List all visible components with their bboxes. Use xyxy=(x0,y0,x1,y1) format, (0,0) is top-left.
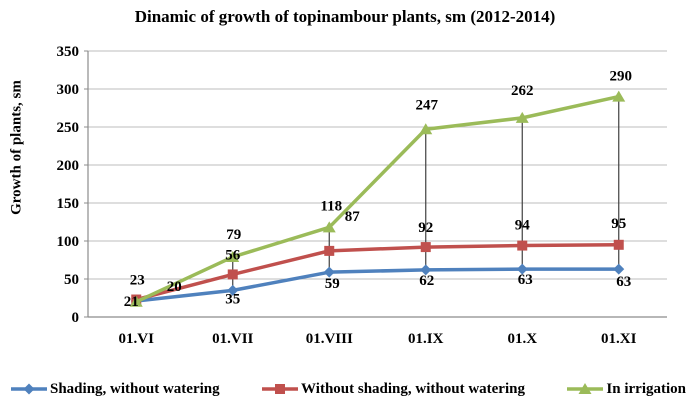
data-label: 63 xyxy=(616,274,631,290)
legend-label: In irrigation xyxy=(606,380,686,397)
x-tick-label: 01.VII xyxy=(212,331,253,347)
data-label: 56 xyxy=(225,247,241,263)
diamond-marker-icon xyxy=(516,263,528,275)
legend-item: Shading, without watering xyxy=(10,381,220,398)
y-tick-label: 300 xyxy=(57,82,80,98)
legend-item: In irrigation xyxy=(566,381,686,398)
y-tick-label: 250 xyxy=(57,120,80,136)
square-marker-icon xyxy=(420,242,431,253)
data-label: 247 xyxy=(416,97,439,113)
data-label: 59 xyxy=(325,276,340,292)
x-tick-label: 01.VIII xyxy=(306,331,353,347)
data-label: 92 xyxy=(418,220,433,236)
series-line-0 xyxy=(136,267,619,303)
triangle-marker-icon xyxy=(612,90,626,102)
square-marker-icon xyxy=(517,240,528,251)
data-label: 87 xyxy=(345,209,361,225)
x-tick-label: 01.IX xyxy=(408,331,444,347)
y-tick-label: 50 xyxy=(64,272,79,288)
data-label: 290 xyxy=(610,69,633,85)
series-line-1 xyxy=(135,243,619,302)
diamond-marker-icon xyxy=(420,264,432,276)
data-label: 79 xyxy=(226,227,241,243)
legend-marker-glyph xyxy=(275,384,286,394)
data-label: 63 xyxy=(518,272,533,288)
square-marker-icon xyxy=(613,239,624,250)
series-line-2 xyxy=(135,94,620,304)
diamond-marker-icon xyxy=(323,266,335,278)
legend-label: Shading, without watering xyxy=(50,380,220,397)
legend-triangle-marker-icon xyxy=(567,383,604,394)
diamond-marker-icon xyxy=(227,284,239,296)
data-label: 262 xyxy=(511,83,534,99)
data-label: 95 xyxy=(611,216,626,232)
legend-square-marker-icon xyxy=(262,384,299,394)
y-tick-label: 350 xyxy=(57,44,80,60)
x-tick-label: 01.XI xyxy=(601,331,637,347)
legend-diamond-marker-icon xyxy=(11,383,47,395)
square-marker-icon xyxy=(227,269,238,280)
legend-marker-glyph xyxy=(578,383,592,394)
y-tick-label: 0 xyxy=(72,310,80,326)
x-tick-label: 01.X xyxy=(507,331,537,347)
triangle-marker-icon xyxy=(515,111,529,123)
square-marker-icon xyxy=(324,245,335,256)
y-tick-label: 100 xyxy=(57,234,80,250)
data-label: 23 xyxy=(130,273,145,289)
diamond-marker-icon xyxy=(613,263,625,275)
legend-marker-glyph xyxy=(23,383,35,395)
data-label: 62 xyxy=(419,273,434,289)
x-tick-label: 01.VI xyxy=(119,331,155,347)
triangle-marker-icon xyxy=(129,295,143,307)
data-label: 20 xyxy=(167,279,182,295)
legend-item: Without shading, without watering xyxy=(261,381,525,398)
data-label: 118 xyxy=(320,198,342,214)
triangle-marker-icon xyxy=(419,123,433,135)
y-tick-label: 200 xyxy=(57,158,80,174)
legend-label: Without shading, without watering xyxy=(301,380,525,397)
triangle-marker-icon xyxy=(322,221,336,233)
y-tick-label: 150 xyxy=(57,196,80,212)
data-label: 35 xyxy=(225,291,240,307)
triangle-marker-icon xyxy=(226,250,240,262)
legend: Shading, without watering Without shading… xyxy=(10,376,686,402)
data-label: 94 xyxy=(515,218,531,234)
data-label: 21 xyxy=(124,294,139,310)
chart-title: Dinamic of growth of topinambour plants,… xyxy=(134,7,556,26)
